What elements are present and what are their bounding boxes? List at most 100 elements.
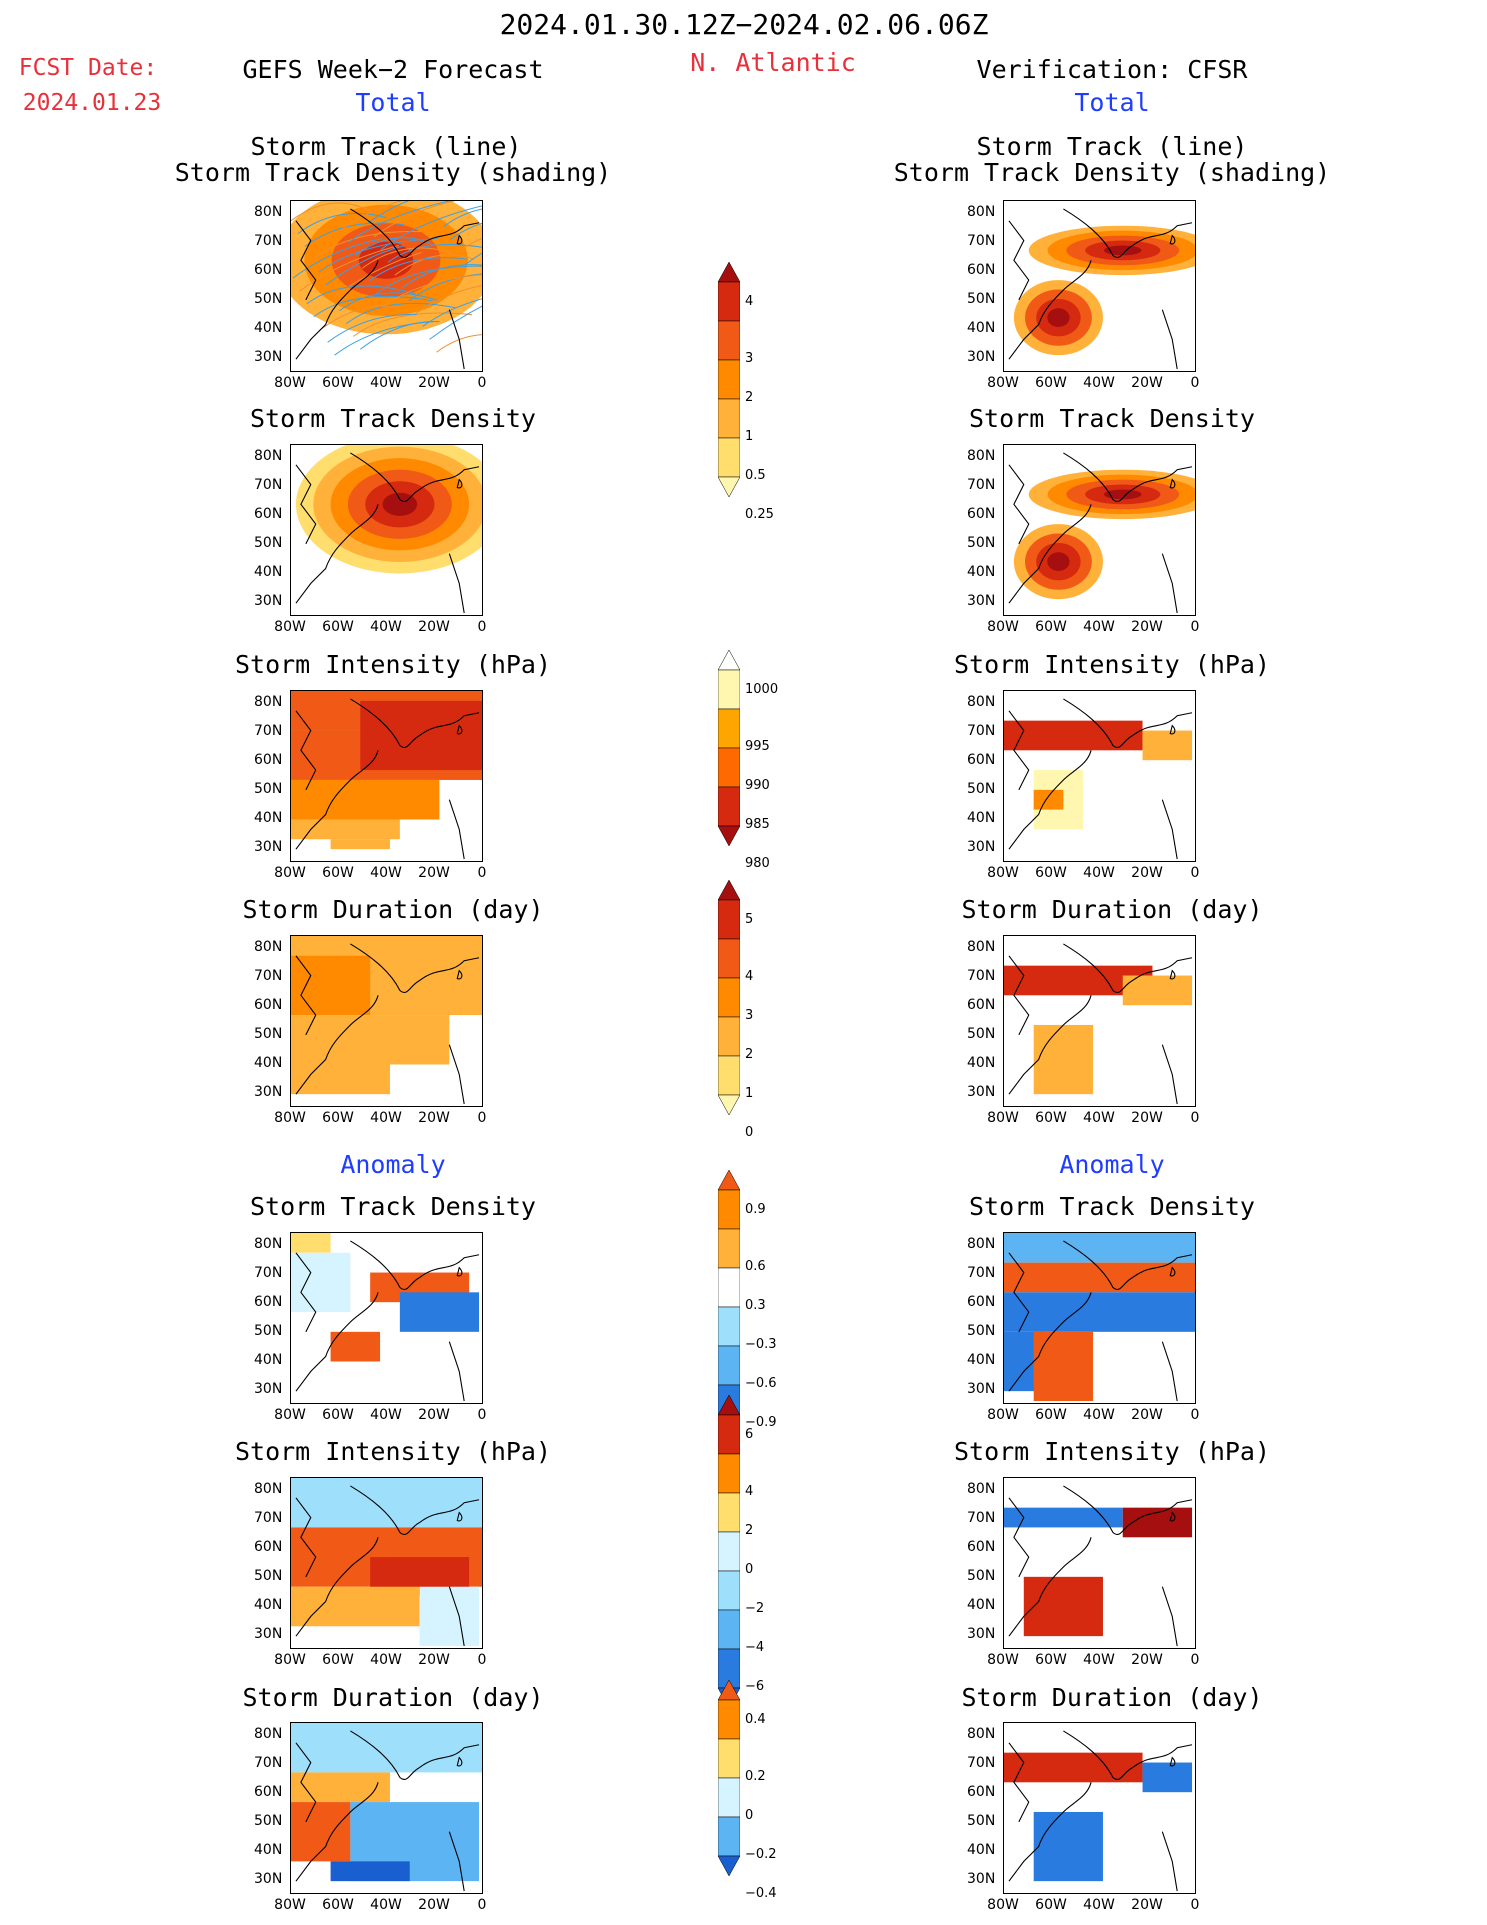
lon-tick-label: 0 <box>1190 1110 1200 1126</box>
lat-tick-label: 30N <box>967 1626 996 1642</box>
lon-tick-label: 60W <box>322 619 354 635</box>
panel-title: Storm Intensity (hPa) <box>234 1437 552 1466</box>
lat-tick-label: 80N <box>254 448 283 464</box>
lat-tick-label: 80N <box>254 1726 283 1742</box>
lon-tick-label: 0 <box>1190 1652 1200 1668</box>
lon-tick-label: 80W <box>274 619 306 635</box>
lon-tick-label: 80W <box>274 865 306 881</box>
colorbar-duration-anom <box>717 1679 741 1915</box>
right-column-title: Verification: CFSR <box>976 55 1248 84</box>
lat-tick-label: 40N <box>967 564 996 580</box>
lat-tick-label: 40N <box>967 1597 996 1613</box>
map-panel <box>1003 200 1196 372</box>
lat-tick-label: 70N <box>254 1265 283 1281</box>
lat-tick-label: 60N <box>254 997 283 1013</box>
lon-tick-label: 80W <box>987 1652 1019 1668</box>
fcst-date-label: FCST Date: <box>18 55 158 81</box>
lat-tick-label: 70N <box>967 1265 996 1281</box>
lat-tick-label: 80N <box>254 204 283 220</box>
panel-title: Storm Track Density <box>969 404 1255 433</box>
lon-tick-label: 20W <box>418 1897 450 1913</box>
colorbar-intensity-anom <box>717 1394 741 1709</box>
map-canvas <box>291 936 482 1105</box>
colorbar-label: 985 <box>745 817 770 832</box>
lat-tick-label: 60N <box>967 1784 996 1800</box>
lat-tick-label: 30N <box>254 1626 283 1642</box>
lat-tick-label: 70N <box>967 1510 996 1526</box>
map-canvas <box>1004 698 1193 860</box>
lat-tick-label: 50N <box>254 781 283 797</box>
lon-tick-label: 80W <box>987 375 1019 391</box>
lon-tick-label: 40W <box>1083 865 1115 881</box>
colorbar-label: 0 <box>745 1125 754 1140</box>
lat-tick-label: 50N <box>967 1026 996 1042</box>
lon-tick-label: 80W <box>987 1407 1019 1423</box>
map-canvas <box>291 201 482 370</box>
lon-tick-label: 20W <box>1131 1110 1163 1126</box>
lat-tick-label: 50N <box>967 1323 996 1339</box>
lat-tick-label: 60N <box>254 752 283 768</box>
lon-tick-label: 0 <box>1190 1407 1200 1423</box>
lon-tick-label: 40W <box>1083 1652 1115 1668</box>
lat-tick-label: 80N <box>967 1481 996 1497</box>
lon-tick-label: 40W <box>370 1110 402 1126</box>
colorbar-duration <box>717 879 741 1154</box>
colorbar-label: −0.2 <box>745 1847 777 1862</box>
lon-tick-label: 0 <box>477 1897 487 1913</box>
map-canvas <box>1004 1233 1195 1402</box>
lat-tick-label: 60N <box>967 506 996 522</box>
lon-tick-label: 0 <box>477 865 487 881</box>
fcst-date-value: 2024.01.23 <box>22 90 162 116</box>
colorbar-label: 0.25 <box>745 507 774 522</box>
lon-tick-label: 60W <box>1035 1652 1067 1668</box>
lon-tick-label: 80W <box>274 1652 306 1668</box>
lat-tick-label: 60N <box>967 752 996 768</box>
lon-tick-label: 40W <box>1083 1407 1115 1423</box>
panel-title: Storm Intensity (hPa) <box>953 1437 1271 1466</box>
lon-tick-label: 40W <box>370 375 402 391</box>
colorbar-label: 1000 <box>745 682 779 697</box>
lat-tick-label: 40N <box>254 1842 283 1858</box>
lat-tick-label: 70N <box>254 968 283 984</box>
lat-tick-label: 30N <box>967 839 996 855</box>
colorbar-label: 3 <box>745 1008 754 1023</box>
colorbar-label: 4 <box>745 294 754 309</box>
colorbar-label: 4 <box>745 1484 754 1499</box>
lat-tick-label: 30N <box>254 593 283 609</box>
map-panel <box>1003 1477 1196 1649</box>
lon-tick-label: 40W <box>370 865 402 881</box>
map-panel <box>1003 690 1196 862</box>
date-range-title: 2024.01.30.12Z−2024.02.06.06Z <box>499 8 989 41</box>
lat-tick-label: 80N <box>254 694 283 710</box>
colorbar-label: 990 <box>745 778 770 793</box>
lat-tick-label: 80N <box>967 204 996 220</box>
panel-title: Storm Track Density (shading) <box>893 158 1331 187</box>
lon-tick-label: 0 <box>477 1110 487 1126</box>
map-panel <box>1003 444 1196 616</box>
right-anomaly-label: Anomaly <box>1059 1150 1165 1179</box>
lon-tick-label: 80W <box>987 865 1019 881</box>
lat-tick-label: 80N <box>967 448 996 464</box>
lat-tick-label: 50N <box>254 1026 283 1042</box>
left-total-label: Total <box>355 88 431 117</box>
lon-tick-label: 40W <box>370 1652 402 1668</box>
colorbar-label: 2 <box>745 1523 754 1538</box>
lat-tick-label: 30N <box>967 1084 996 1100</box>
map-panel <box>290 444 483 616</box>
lon-tick-label: 20W <box>418 619 450 635</box>
lon-tick-label: 20W <box>418 1652 450 1668</box>
colorbar-label: −6 <box>745 1679 765 1694</box>
panel-title: Storm Track (line) <box>250 132 522 161</box>
panel-title: Storm Track (line) <box>976 132 1248 161</box>
lon-tick-label: 60W <box>1035 865 1067 881</box>
map-panel <box>290 1232 483 1404</box>
lon-tick-label: 60W <box>1035 1407 1067 1423</box>
colorbar-label: 995 <box>745 739 770 754</box>
lat-tick-label: 30N <box>254 839 283 855</box>
colorbar-label: 2 <box>745 1047 754 1062</box>
lat-tick-label: 50N <box>967 291 996 307</box>
lon-tick-label: 20W <box>1131 1407 1163 1423</box>
lon-tick-label: 40W <box>1083 375 1115 391</box>
lat-tick-label: 30N <box>967 349 996 365</box>
map-canvas <box>1004 1730 1193 1892</box>
